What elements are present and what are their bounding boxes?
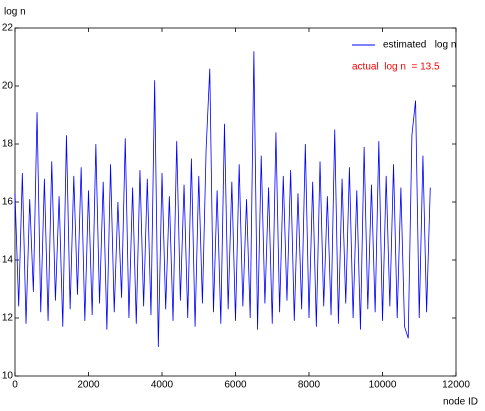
- y-axis-label: log n: [4, 7, 26, 18]
- x-axis-label: node ID: [443, 397, 478, 408]
- y-tick-label: 22: [2, 23, 14, 34]
- x-tick-label: 12000: [442, 380, 470, 391]
- x-tick-label: 2000: [77, 380, 100, 391]
- plot-frame: [14, 27, 457, 377]
- x-tick-label: 6000: [224, 380, 247, 391]
- annotation: actual log n = 13.5: [352, 62, 440, 73]
- y-tick-label: 10: [2, 371, 14, 382]
- x-tick-label: 0: [12, 380, 18, 391]
- y-tick-label: 16: [2, 197, 14, 208]
- data-line: [14, 51, 431, 348]
- x-tick-label: 4000: [151, 380, 174, 391]
- y-tick-label: 20: [2, 81, 14, 92]
- y-tick-label: 14: [2, 255, 14, 266]
- y-tick-label: 18: [2, 139, 14, 150]
- x-tick-label: 10000: [369, 380, 397, 391]
- legend-label: estimated log n: [383, 40, 456, 51]
- y-tick-label: 12: [2, 313, 14, 324]
- x-tick-label: 8000: [298, 380, 321, 391]
